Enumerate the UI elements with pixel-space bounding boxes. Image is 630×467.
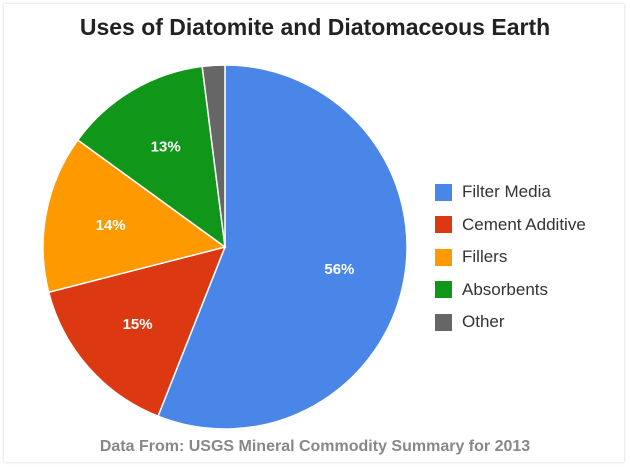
- legend-swatch: [435, 183, 452, 201]
- slice-label-cement-additive: 15%: [123, 316, 153, 333]
- slice-label-filter-media: 56%: [324, 261, 354, 278]
- pie-slice-fillers: [42, 138, 227, 294]
- data-source-note: Data From: USGS Mineral Commodity Summar…: [99, 438, 531, 455]
- legend-item-filter-media: Filter Media: [435, 176, 586, 209]
- legend-label: Fillers: [462, 247, 508, 267]
- chart-title: Uses of Diatomite and Diatomaceous Earth: [79, 14, 551, 40]
- pie-slice-filter-media: [157, 64, 408, 430]
- legend-swatch: [435, 313, 452, 331]
- chart-legend: Filter Media Cement Additive Fillers Abs…: [435, 176, 586, 339]
- pie-slice-absorbents: [76, 65, 226, 249]
- legend-swatch: [435, 281, 452, 299]
- slice-label-absorbents: 13%: [151, 139, 181, 156]
- legend-item-cement-additive: Cement Additive: [435, 209, 586, 242]
- legend-swatch: [435, 248, 452, 266]
- legend-label: Cement Additive: [462, 214, 586, 234]
- slice-label-fillers: 14%: [96, 217, 126, 234]
- legend-label: Absorbents: [462, 279, 548, 299]
- pie-slice-cement-additive: [47, 245, 227, 418]
- legend-item-other: Other: [435, 306, 586, 339]
- legend-label: Other: [462, 312, 505, 332]
- legend-item-absorbents: Absorbents: [435, 274, 586, 307]
- legend-item-fillers: Fillers: [435, 241, 586, 274]
- legend-label: Filter Media: [462, 182, 551, 202]
- pie-slice-other: [201, 64, 226, 248]
- legend-swatch: [435, 216, 452, 234]
